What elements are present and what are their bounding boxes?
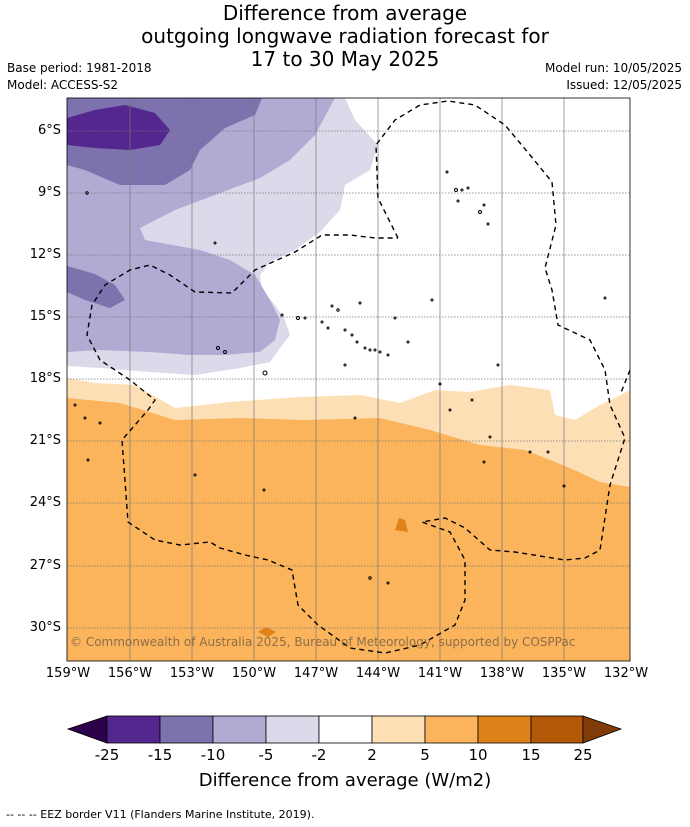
colorbar-tick: -2 — [311, 746, 327, 764]
colorbar-swatch-10-5 — [212, 715, 267, 744]
colorbar-swatch-15-25 — [530, 715, 584, 744]
lon-label-150w: 150°W — [231, 666, 277, 681]
colorbar-tick: -15 — [147, 746, 173, 764]
anomaly-10-15-patch — [395, 518, 408, 532]
lat-label-24s: 24°S — [29, 495, 61, 510]
colorbar-swatch-15-10 — [159, 715, 214, 744]
eez-legend-note: -- -- -- EEZ border V11 (Flanders Marine… — [6, 808, 315, 821]
issued-label: Issued: 12/05/2025 — [566, 78, 682, 92]
colorbar-swatch-2-5 — [371, 715, 426, 744]
colorbar-tick: -25 — [94, 746, 120, 764]
colorbar-swatch-lt-15 — [106, 715, 161, 744]
colorbar-label: Difference from average (W/m2) — [198, 770, 492, 791]
anomaly-minus15-minus10-region-west — [67, 266, 125, 308]
eez-borders — [86, 100, 630, 654]
lat-label-6s: 6°S — [37, 123, 61, 138]
colorbar-swatch-10-15 — [477, 715, 532, 744]
lon-label-147w: 147°W — [293, 666, 339, 681]
map-title-line3: 17 to 30 May 2025 — [250, 47, 440, 71]
lon-label-135w: 135°W — [541, 666, 587, 681]
lon-label-156w: 156°W — [107, 666, 153, 681]
copyright-text: © Commonwealth of Australia 2025, Bureau… — [70, 635, 575, 649]
colorbar-tick: 5 — [420, 746, 430, 764]
colorbar-extend-low — [66, 715, 108, 744]
longitude-gridlines — [129, 98, 565, 661]
colorbar-tick: 10 — [468, 746, 488, 764]
latitude-gridlines — [67, 130, 630, 629]
lat-label-21s: 21°S — [29, 433, 61, 448]
colorbar-swatch-5-2 — [265, 715, 320, 744]
colorbar-extend-high — [582, 715, 623, 744]
base-period-label: Base period: 1981-2018 — [7, 61, 152, 75]
lat-label-12s: 12°S — [29, 247, 61, 262]
lon-label-159w: 159°W — [45, 666, 91, 681]
colorbar-tick: -10 — [200, 746, 226, 764]
lat-label-15s: 15°S — [29, 309, 61, 324]
model-run-label: Model run: 10/05/2025 — [544, 61, 682, 75]
colorbar-tick: 2 — [367, 746, 377, 764]
map-field: © Commonwealth of Australia 2025, Bureau… — [67, 98, 630, 661]
lat-label-27s: 27°S — [29, 558, 61, 573]
map-title-line2: outgoing longwave radiation forecast for — [141, 24, 549, 48]
colorbar-swatch-2-2 — [318, 715, 373, 744]
model-label: Model: ACCESS-S2 — [7, 78, 119, 92]
map-title-line1: Difference from average — [222, 1, 468, 25]
lon-label-138w: 138°W — [479, 666, 525, 681]
colorbar-tick: 15 — [521, 746, 541, 764]
colorbar-tick: -5 — [258, 746, 274, 764]
anomaly-10-15-patch — [258, 627, 276, 637]
map-frame — [66, 97, 631, 662]
lon-label-141w: 141°W — [417, 666, 463, 681]
islands — [73, 170, 607, 585]
lon-label-144w: 144°W — [355, 666, 401, 681]
anomaly-below-minus15-region — [67, 105, 170, 150]
lon-label-132w: 132°W — [603, 666, 649, 681]
lat-label-30s: 30°S — [29, 620, 61, 635]
colorbar-tick: 25 — [573, 746, 593, 764]
colorbar-swatch-5-10 — [424, 715, 479, 744]
lon-label-153w: 153°W — [169, 666, 215, 681]
lat-label-9s: 9°S — [37, 185, 61, 200]
lat-label-18s: 18°S — [29, 371, 61, 386]
